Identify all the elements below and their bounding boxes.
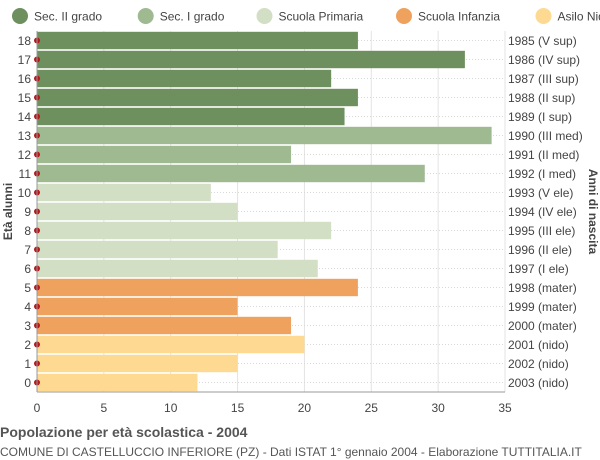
birth-year-label-0: 2003 (nido) xyxy=(508,376,569,390)
bar-age-0 xyxy=(37,373,198,392)
age-label-12: 12 xyxy=(18,148,32,162)
bar-age-13 xyxy=(37,126,492,145)
bar-age-4 xyxy=(37,297,238,316)
age-label-11: 11 xyxy=(19,167,32,181)
x-tick-label-5: 25 xyxy=(365,401,379,415)
legend-swatch-2 xyxy=(256,8,273,24)
x-tick-label-4: 20 xyxy=(298,401,312,415)
legend-label-1: Sec. I grado xyxy=(160,10,225,24)
birth-year-label-2: 2001 (nido) xyxy=(508,338,569,352)
bar-age-8 xyxy=(37,221,332,240)
age-label-7: 7 xyxy=(24,243,31,257)
legend-label-2: Scuola Primaria xyxy=(279,10,364,24)
bar-age-3 xyxy=(37,316,292,335)
bar-age-18 xyxy=(37,31,358,50)
bar-age-9 xyxy=(37,202,238,221)
age-label-18: 18 xyxy=(18,34,32,48)
birth-year-label-9: 1994 (IV ele) xyxy=(508,205,577,219)
age-label-0: 0 xyxy=(24,376,31,390)
bar-age-5 xyxy=(37,278,358,297)
bar-age-12 xyxy=(37,145,292,164)
age-label-14: 14 xyxy=(18,110,32,124)
legend-label-3: Scuola Infanzia xyxy=(418,10,500,24)
x-tick-label-1: 5 xyxy=(101,401,108,415)
legend-label-4: Asilo Nido xyxy=(558,10,600,24)
bar-age-2 xyxy=(37,335,305,354)
birth-year-label-5: 1998 (mater) xyxy=(508,281,577,295)
birth-year-label-15: 1988 (II sup) xyxy=(508,91,575,105)
age-label-2: 2 xyxy=(24,338,31,352)
bar-age-17 xyxy=(37,50,465,69)
age-label-10: 10 xyxy=(18,186,32,200)
legend-label-0: Sec. II grado xyxy=(34,10,102,24)
birth-year-label-6: 1997 (I ele) xyxy=(508,262,569,276)
age-label-16: 16 xyxy=(18,72,32,86)
bar-age-14 xyxy=(37,107,345,126)
birth-year-label-10: 1993 (V ele) xyxy=(508,186,573,200)
x-tick-label-7: 35 xyxy=(498,401,512,415)
legend-swatch-0 xyxy=(12,8,28,24)
age-label-6: 6 xyxy=(24,262,31,276)
legend-swatch-1 xyxy=(137,8,154,24)
age-label-9: 9 xyxy=(24,205,31,219)
bar-age-16 xyxy=(37,69,332,88)
age-label-1: 1 xyxy=(24,357,31,371)
bar-age-10 xyxy=(37,183,211,202)
age-label-13: 13 xyxy=(18,129,32,143)
bar-age-1 xyxy=(37,354,238,373)
age-label-8: 8 xyxy=(24,224,31,238)
age-label-17: 17 xyxy=(18,53,32,67)
birth-year-label-8: 1995 (III ele) xyxy=(508,224,575,238)
age-label-3: 3 xyxy=(24,319,31,333)
age-label-5: 5 xyxy=(24,281,31,295)
bar-age-15 xyxy=(37,88,358,107)
bar-age-7 xyxy=(37,240,278,259)
birth-year-label-12: 1991 (II med) xyxy=(508,148,579,162)
birth-year-label-16: 1987 (III sup) xyxy=(508,72,579,86)
birth-year-label-14: 1989 (I sup) xyxy=(508,110,572,124)
birth-year-label-11: 1992 (I med) xyxy=(508,167,576,181)
birth-year-label-7: 1996 (II ele) xyxy=(508,243,572,257)
bar-age-11 xyxy=(37,164,425,183)
bar-age-6 xyxy=(37,259,318,278)
chart-subtitle: COMUNE DI CASTELLUCCIO INFERIORE (PZ) - … xyxy=(0,445,582,459)
x-tick-label-2: 10 xyxy=(164,401,178,415)
x-tick-label-6: 30 xyxy=(431,401,445,415)
birth-year-label-1: 2002 (nido) xyxy=(508,357,569,371)
age-label-15: 15 xyxy=(18,91,32,105)
legend-swatch-3 xyxy=(396,8,412,24)
birth-year-label-3: 2000 (mater) xyxy=(508,319,577,333)
y-axis-title-right: Anni di nascita xyxy=(586,169,600,255)
chart-title: Popolazione per età scolastica - 2004 xyxy=(0,424,248,440)
age-label-4: 4 xyxy=(24,300,31,314)
legend-swatch-4 xyxy=(535,8,552,24)
birth-year-label-17: 1986 (IV sup) xyxy=(508,53,580,67)
birth-year-label-18: 1985 (V sup) xyxy=(508,34,577,48)
birth-year-label-13: 1990 (III med) xyxy=(508,129,583,143)
y-axis-title-left: Età alunni xyxy=(1,183,15,240)
birth-year-label-4: 1999 (mater) xyxy=(508,300,577,314)
x-tick-label-3: 15 xyxy=(231,401,245,415)
x-tick-label-0: 0 xyxy=(34,401,41,415)
